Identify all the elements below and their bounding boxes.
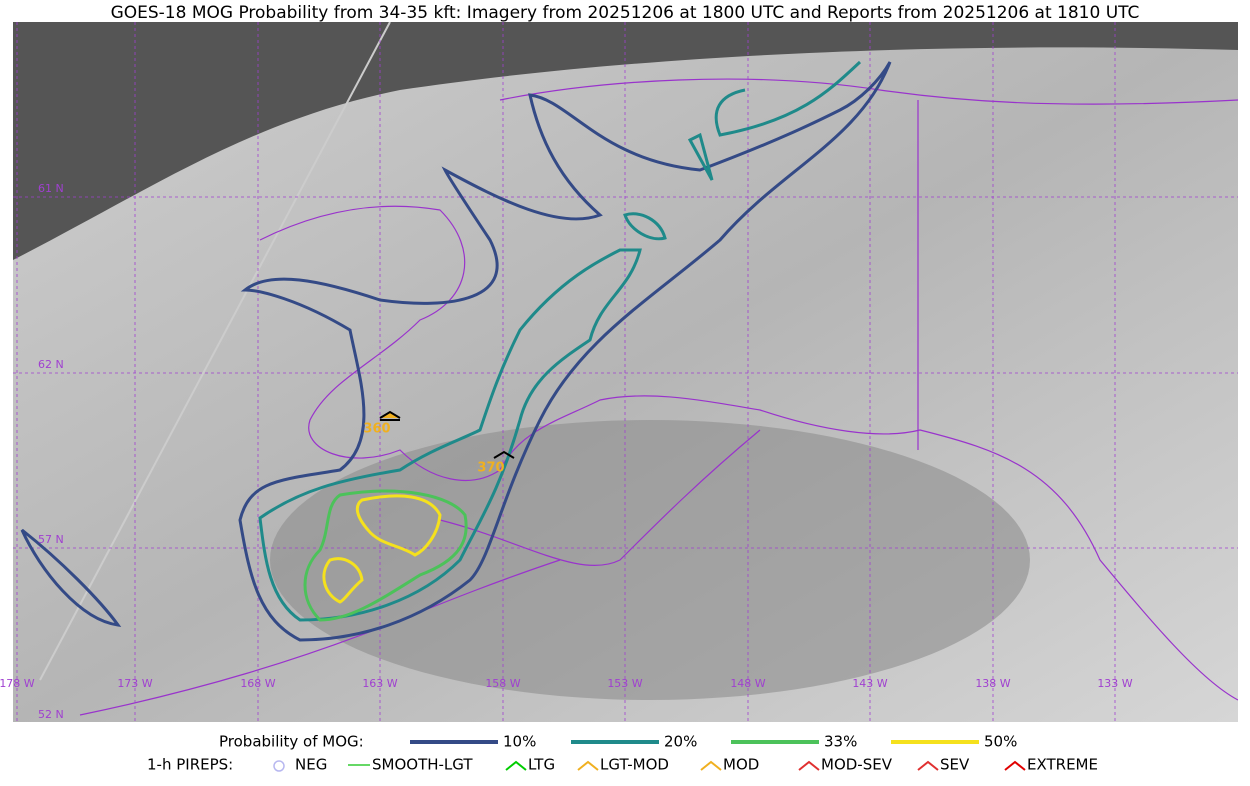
lon-label: 153 W xyxy=(607,677,642,690)
legend-label: 50% xyxy=(984,733,1017,751)
lon-label: 158 W xyxy=(485,677,520,690)
lon-label: 163 W xyxy=(362,677,397,690)
coastline xyxy=(259,205,1238,701)
legend-swatch xyxy=(700,760,722,771)
lat-label: 52 N xyxy=(38,708,64,721)
legend-label: MOD xyxy=(723,756,759,774)
lat-label: 62 N xyxy=(38,358,64,371)
legend-label: SEV xyxy=(940,756,970,774)
lat-label: 57 N xyxy=(38,533,64,546)
legend-label: EXTREME xyxy=(1027,756,1098,774)
coastline xyxy=(499,78,1238,105)
contour-10 xyxy=(20,528,122,627)
coastline xyxy=(439,429,761,567)
legend-swatch xyxy=(798,760,820,771)
legend-label: 20% xyxy=(664,733,697,751)
pirep-marker xyxy=(493,450,515,459)
legend-swatch xyxy=(577,760,599,771)
report-label: 360 xyxy=(363,422,390,437)
legend-label: SMOOTH-LGT xyxy=(372,756,473,774)
legend-label: LTG xyxy=(528,756,555,774)
lon-label: 148 W xyxy=(730,677,765,690)
scan-line xyxy=(39,22,391,681)
lat-label: 61 N xyxy=(38,182,64,195)
title: GOES-18 MOG Probability from 34-35 kft: … xyxy=(111,3,1140,23)
legend-label: MOD-SEV xyxy=(821,756,893,774)
lon-label: 143 W xyxy=(852,677,887,690)
legend-label: LGT-MOD xyxy=(600,756,669,774)
legend-label: 10% xyxy=(503,733,536,751)
contour-33 xyxy=(303,489,468,622)
lon-label: 133 W xyxy=(1097,677,1132,690)
report-label: 370 xyxy=(477,461,504,476)
pirep-marker xyxy=(379,410,401,421)
lon-label: 178 W xyxy=(0,677,35,690)
legend-title: Probability of MOG: xyxy=(219,733,364,751)
contour-20 xyxy=(258,60,862,622)
contour-10 xyxy=(238,61,892,642)
lon-label: 168 W xyxy=(240,677,275,690)
contour-50 xyxy=(322,494,442,604)
space-region xyxy=(13,22,1238,260)
legend-label: NEG xyxy=(295,756,327,774)
legend-label: 33% xyxy=(824,733,857,751)
legend-swatch xyxy=(273,760,285,772)
contours xyxy=(20,60,892,642)
imagery xyxy=(270,420,1030,700)
lon-label: 173 W xyxy=(117,677,152,690)
legend-title: 1-h PIREPS: xyxy=(147,756,233,774)
lon-label: 138 W xyxy=(975,677,1010,690)
map: 360 370 xyxy=(13,22,1238,722)
legend-swatch xyxy=(1004,760,1026,771)
legend-swatch xyxy=(505,760,527,771)
legend-swatch xyxy=(917,760,939,771)
